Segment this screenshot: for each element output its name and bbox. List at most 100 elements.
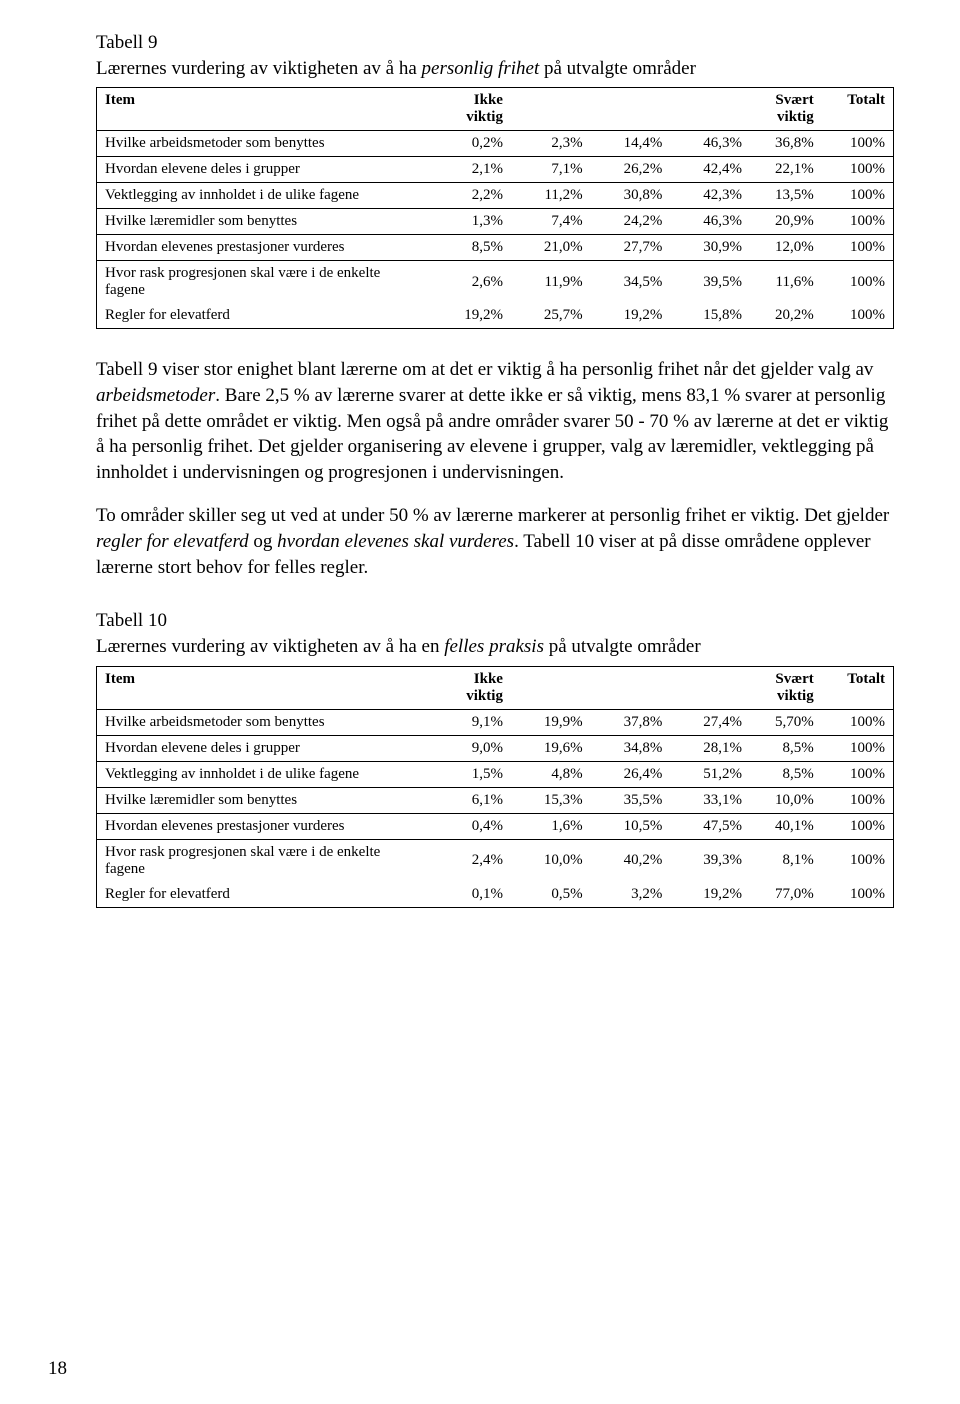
row-value: 1,5% (431, 761, 511, 787)
row-value: 51,2% (670, 761, 750, 787)
table-row: Regler for elevatferd0,1%0,5%3,2%19,2%77… (97, 882, 894, 908)
row-value: 30,9% (670, 235, 750, 261)
row-value: 100% (822, 882, 894, 908)
row-value: 100% (822, 787, 894, 813)
t9-h3 (591, 88, 671, 131)
table10-title-line2: Lærernes vurdering av viktigheten av å h… (96, 636, 701, 657)
table-row: Hvilke arbeidsmetoder som benyttes9,1%19… (97, 709, 894, 735)
row-value: 100% (822, 761, 894, 787)
row-value: 2,4% (431, 839, 511, 882)
t9-h6: Totalt (822, 88, 894, 131)
row-label: Hvilke arbeidsmetoder som benyttes (97, 131, 432, 157)
row-value: 20,9% (750, 209, 822, 235)
row-value: 100% (822, 735, 894, 761)
row-value: 24,2% (591, 209, 671, 235)
row-label: Hvordan elevene deles i grupper (97, 735, 432, 761)
row-value: 3,2% (591, 882, 671, 908)
row-value: 20,2% (750, 303, 822, 329)
p2-mid: og (249, 531, 278, 552)
row-label: Hvilke læremidler som benyttes (97, 787, 432, 813)
table-row: Vektlegging av innholdet i de ulike fage… (97, 183, 894, 209)
t10-l2-pre: Lærernes vurdering av viktigheten av å h… (96, 636, 444, 657)
p1-pre: Tabell 9 viser stor enighet blant lærern… (96, 359, 873, 380)
row-value: 19,2% (591, 303, 671, 329)
row-value: 42,3% (670, 183, 750, 209)
t10-h4 (670, 666, 750, 709)
row-value: 6,1% (431, 787, 511, 813)
row-value: 39,5% (670, 261, 750, 304)
page: Tabell 9 Lærernes vurdering av viktighet… (0, 0, 960, 1404)
t9-h0-t: Item (105, 92, 135, 108)
t9-h0: Item (97, 88, 432, 131)
row-value: 0,4% (431, 813, 511, 839)
t10-l2-post: på utvalgte områder (544, 636, 701, 657)
row-value: 19,9% (511, 709, 591, 735)
row-value: 21,0% (511, 235, 591, 261)
row-value: 2,1% (431, 157, 511, 183)
table-row: Hvordan elevene deles i grupper9,0%19,6%… (97, 735, 894, 761)
row-value: 2,2% (431, 183, 511, 209)
row-value: 12,0% (750, 235, 822, 261)
t10-h2 (511, 666, 591, 709)
row-value: 10,0% (511, 839, 591, 882)
row-value: 2,3% (511, 131, 591, 157)
page-number: 18 (48, 1358, 67, 1380)
row-label: Hvilke arbeidsmetoder som benyttes (97, 709, 432, 735)
table-row: Hvilke læremidler som benyttes1,3%7,4%24… (97, 209, 894, 235)
row-label: Hvor rask progresjonen skal være i de en… (97, 261, 432, 304)
row-value: 27,4% (670, 709, 750, 735)
row-value: 25,7% (511, 303, 591, 329)
row-value: 1,3% (431, 209, 511, 235)
paragraph-1: Tabell 9 viser stor enighet blant lærern… (96, 357, 894, 485)
t10-l2-ital: felles praksis (444, 636, 544, 657)
row-value: 100% (822, 839, 894, 882)
t9-h5: Sværtviktig (750, 88, 822, 131)
row-value: 100% (822, 261, 894, 304)
row-value: 40,1% (750, 813, 822, 839)
row-label: Regler for elevatferd (97, 882, 432, 908)
row-value: 19,6% (511, 735, 591, 761)
t9-h6-t: Totalt (847, 92, 885, 108)
table-row: Hvilke læremidler som benyttes6,1%15,3%3… (97, 787, 894, 813)
table9-header-row: Item Ikkeviktig Sværtviktig Totalt (97, 88, 894, 131)
table9-title-line2: Lærernes vurdering av viktigheten av å h… (96, 58, 696, 79)
t9-l2-post: på utvalgte områder (539, 58, 696, 79)
row-value: 100% (822, 157, 894, 183)
row-value: 5,70% (750, 709, 822, 735)
row-label: Vektlegging av innholdet i de ulike fage… (97, 761, 432, 787)
table-row: Regler for elevatferd19,2%25,7%19,2%15,8… (97, 303, 894, 329)
table-row: Hvor rask progresjonen skal være i de en… (97, 261, 894, 304)
row-value: 11,2% (511, 183, 591, 209)
row-value: 19,2% (431, 303, 511, 329)
row-value: 100% (822, 303, 894, 329)
p2-ital1: regler for elevatferd (96, 531, 249, 552)
row-value: 26,4% (591, 761, 671, 787)
table9-title: Tabell 9 Lærernes vurdering av viktighet… (96, 30, 894, 81)
row-value: 36,8% (750, 131, 822, 157)
row-value: 40,2% (591, 839, 671, 882)
t10-h5: Sværtviktig (750, 666, 822, 709)
row-label: Hvordan elevene deles i grupper (97, 157, 432, 183)
row-value: 11,9% (511, 261, 591, 304)
t10-h3 (591, 666, 671, 709)
row-value: 34,5% (591, 261, 671, 304)
row-value: 7,1% (511, 157, 591, 183)
table-row: Hvordan elevenes prestasjoner vurderes8,… (97, 235, 894, 261)
table-row: Hvordan elevene deles i grupper2,1%7,1%2… (97, 157, 894, 183)
row-value: 15,3% (511, 787, 591, 813)
row-value: 46,3% (670, 131, 750, 157)
t10-h6: Totalt (822, 666, 894, 709)
row-value: 46,3% (670, 209, 750, 235)
row-value: 8,5% (431, 235, 511, 261)
t9-h2 (511, 88, 591, 131)
row-value: 77,0% (750, 882, 822, 908)
row-value: 1,6% (511, 813, 591, 839)
row-value: 100% (822, 131, 894, 157)
table-row: Hvor rask progresjonen skal være i de en… (97, 839, 894, 882)
t10-h6-t: Totalt (847, 671, 885, 687)
p1-post: . Bare 2,5 % av lærerne svarer at dette … (96, 385, 888, 483)
table10-title: Tabell 10 Lærernes vurdering av viktighe… (96, 608, 894, 659)
row-value: 35,5% (591, 787, 671, 813)
table10-header-row: Item Ikkeviktig Sværtviktig Totalt (97, 666, 894, 709)
row-value: 26,2% (591, 157, 671, 183)
